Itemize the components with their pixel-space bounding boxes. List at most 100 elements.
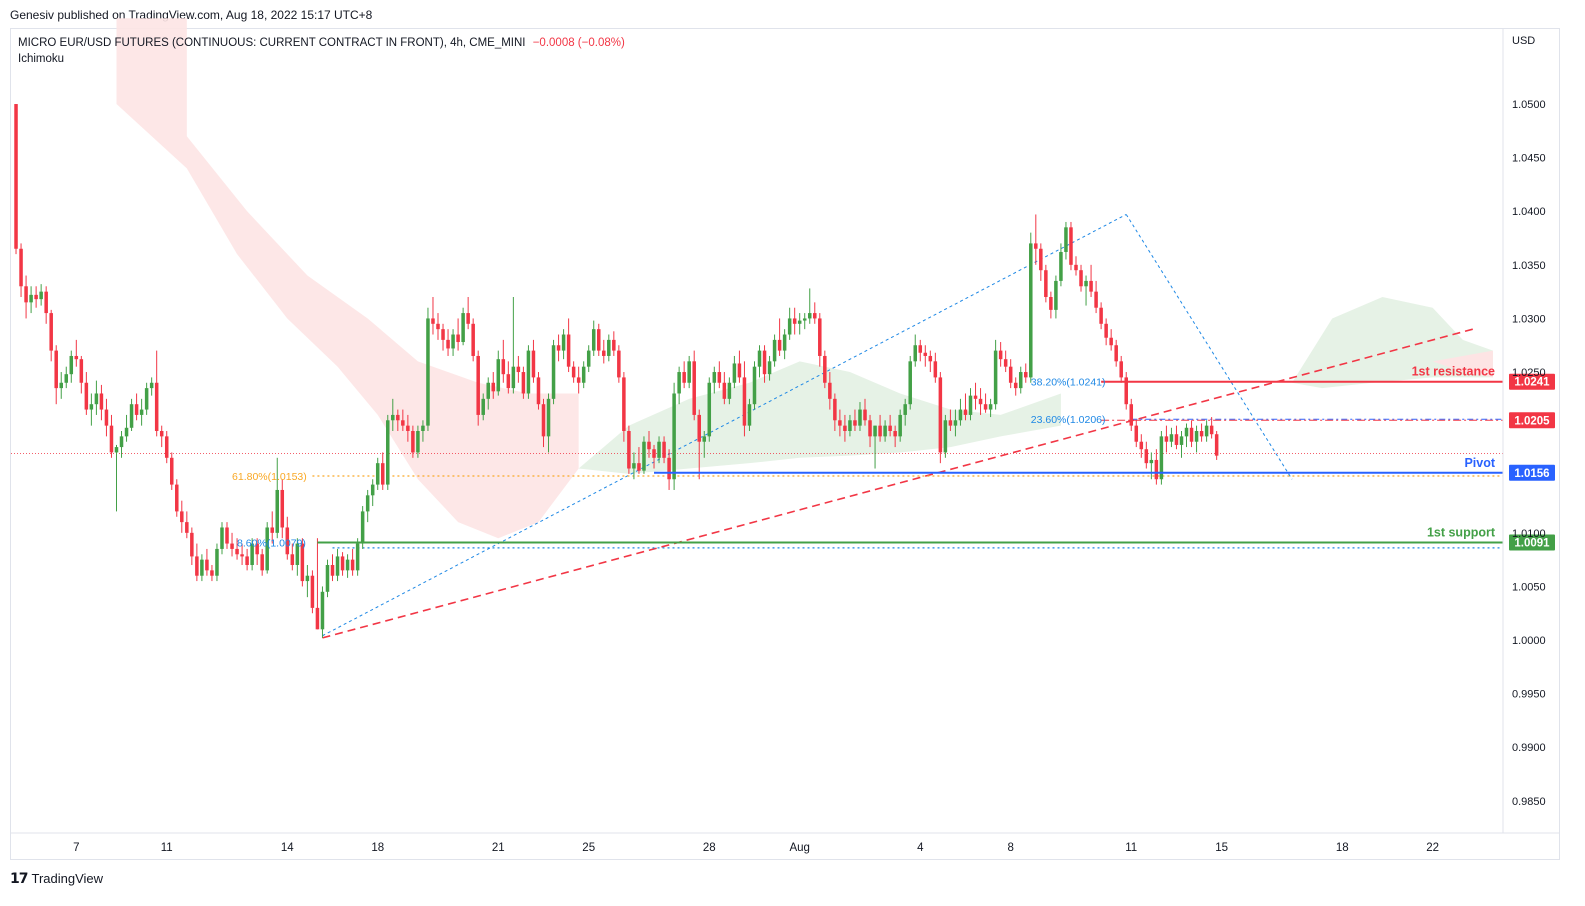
candle-body xyxy=(94,393,99,405)
candle xyxy=(421,420,425,442)
candle-body xyxy=(938,377,943,453)
candle-body xyxy=(958,409,963,421)
ichimoku-cloud xyxy=(116,18,1493,539)
candle-body xyxy=(84,382,89,410)
time-axis[interactable]: 7 11 14 18 21 25 28 Aug 4 8 11 15 18 22 xyxy=(11,832,1560,854)
candle xyxy=(456,318,460,351)
candle xyxy=(873,425,877,469)
publisher-credit: Genesiv published on TradingView.com, Au… xyxy=(10,8,373,22)
candle-body xyxy=(677,372,681,394)
candle xyxy=(682,361,686,389)
price-axis[interactable]: USD 1.0241 1.0205 1.0156 1.0091 1.0500 1.0450… xyxy=(1502,29,1555,833)
candle xyxy=(752,361,757,410)
candle-body xyxy=(923,352,928,356)
candle xyxy=(391,398,395,431)
candle-body xyxy=(169,457,174,485)
candle-body xyxy=(149,382,154,389)
candle-body xyxy=(175,484,179,512)
candle xyxy=(1189,420,1194,448)
candle xyxy=(1159,431,1164,485)
candle xyxy=(370,479,375,507)
candle xyxy=(702,431,707,458)
candle-body xyxy=(1054,280,1058,310)
candle-body xyxy=(732,363,737,383)
candle-body xyxy=(195,556,199,576)
candle-body xyxy=(486,382,490,399)
candle-body xyxy=(159,431,164,437)
indicator-label[interactable]: Ichimoku xyxy=(18,53,65,65)
candle xyxy=(411,425,415,458)
candle-body xyxy=(104,409,109,426)
candle-body xyxy=(1174,434,1179,445)
candle-body xyxy=(396,414,400,421)
candle xyxy=(300,538,305,587)
candle xyxy=(998,342,1003,367)
time-tick: 25 xyxy=(582,842,595,854)
candle-body xyxy=(893,431,897,437)
candle-body xyxy=(551,345,556,399)
candle-body xyxy=(190,532,194,557)
candle xyxy=(1169,427,1174,448)
candle-body xyxy=(1159,436,1164,480)
candle xyxy=(1044,264,1048,303)
candle xyxy=(551,339,556,405)
candle-body xyxy=(596,329,601,351)
price-tick: 1.0500 xyxy=(1512,99,1546,111)
candle xyxy=(205,548,209,576)
candle-body xyxy=(426,318,430,426)
candle xyxy=(29,286,33,314)
candle xyxy=(586,345,591,373)
candle-body xyxy=(576,377,581,383)
candle-body xyxy=(99,393,104,410)
candle-body xyxy=(285,527,290,555)
candle-body xyxy=(1204,425,1209,437)
candle-body xyxy=(1008,366,1013,383)
candle-body xyxy=(1104,323,1108,338)
candle-body xyxy=(1209,425,1214,435)
candle xyxy=(1094,280,1098,314)
candle-body xyxy=(265,527,269,571)
candle xyxy=(828,372,832,410)
time-tick: 11 xyxy=(1125,842,1137,854)
chart-legend: MICRO EUR/USD FUTURES (CONTINUOUS: CURRE… xyxy=(18,35,625,67)
candle xyxy=(14,104,18,255)
candle-body xyxy=(848,420,852,431)
candle-body xyxy=(350,559,355,571)
candle xyxy=(24,275,28,319)
candle-body xyxy=(401,420,405,426)
candle-body xyxy=(591,329,596,351)
candle xyxy=(792,307,797,335)
candle xyxy=(838,409,842,437)
chart-frame xyxy=(10,28,1560,860)
candle-body xyxy=(1029,243,1033,378)
candle xyxy=(74,339,79,367)
candle-body xyxy=(305,575,310,582)
candle xyxy=(813,302,817,324)
currency-label: USD xyxy=(1512,35,1535,47)
candle-body xyxy=(1044,270,1048,297)
candle xyxy=(938,372,943,464)
candle xyxy=(1064,221,1068,260)
candle xyxy=(104,398,109,437)
candle xyxy=(556,334,561,362)
candle xyxy=(320,586,325,638)
candle-body xyxy=(838,420,842,426)
candle xyxy=(657,436,661,464)
candle-body xyxy=(843,425,847,431)
candle xyxy=(89,393,94,426)
candle-body xyxy=(762,350,767,375)
time-tick: Aug xyxy=(789,842,809,854)
candle-body xyxy=(632,463,636,469)
candle xyxy=(511,297,516,394)
candle-body xyxy=(737,363,742,378)
candle xyxy=(1204,420,1209,442)
candle-body xyxy=(300,543,305,582)
time-tick: 18 xyxy=(1336,842,1349,854)
candle-body xyxy=(1169,434,1174,442)
candle-body xyxy=(963,409,968,415)
candle-body xyxy=(325,565,330,592)
symbol-title[interactable]: MICRO EUR/USD FUTURES (CONTINUOUS: CURRE… xyxy=(18,37,526,49)
candle-body xyxy=(59,382,63,389)
candle-body xyxy=(69,355,74,375)
